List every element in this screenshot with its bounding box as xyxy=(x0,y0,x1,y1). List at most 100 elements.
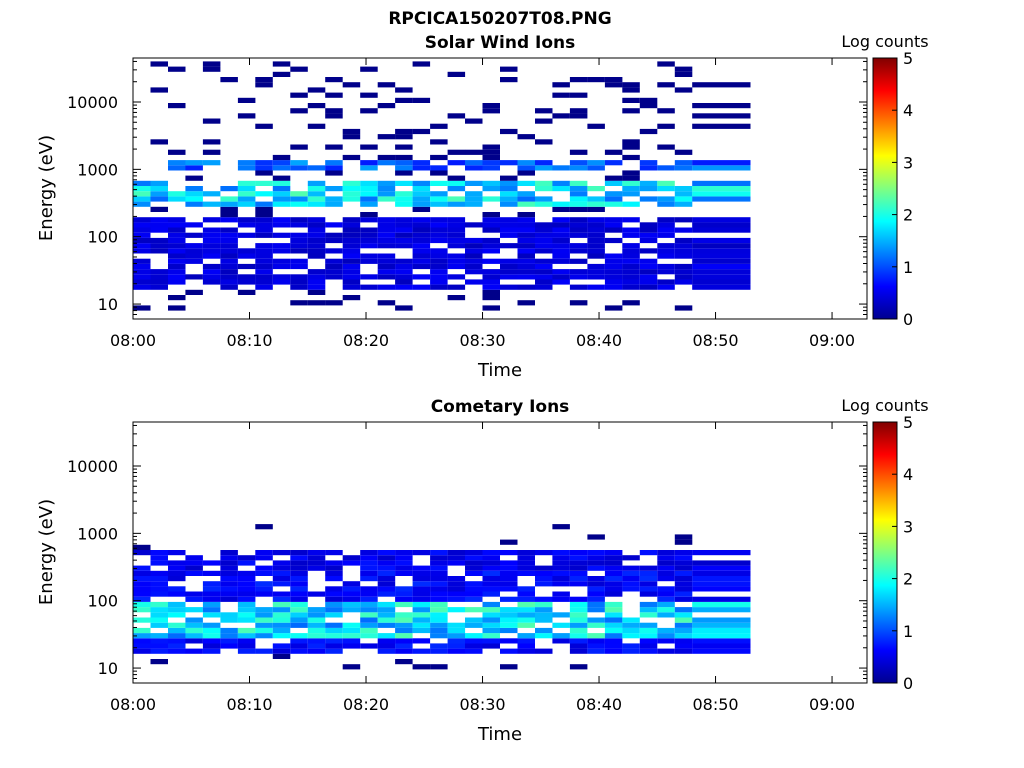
heatmap-cell xyxy=(535,201,553,207)
heatmap-cell xyxy=(395,601,413,608)
heatmap-cell xyxy=(255,232,273,238)
heatmap-cell xyxy=(342,295,361,301)
heatmap-cell xyxy=(325,222,343,228)
heatmap-cell xyxy=(622,279,640,285)
heatmap-cell xyxy=(342,82,361,88)
heatmap-cell xyxy=(325,201,343,207)
heatmap-cell xyxy=(569,607,588,613)
heatmap-cell xyxy=(552,253,570,259)
heatmap-cell xyxy=(692,180,751,186)
heatmap-cell xyxy=(307,617,326,623)
x-tick-label: 08:40 xyxy=(576,695,622,714)
heatmap-cell xyxy=(290,66,308,72)
heatmap-cell xyxy=(377,160,396,166)
heatmap-cell xyxy=(622,300,640,306)
heatmap-cell xyxy=(447,243,466,249)
heatmap-cell xyxy=(185,274,203,280)
heatmap-cell xyxy=(360,576,378,582)
heatmap-cell xyxy=(692,607,751,613)
heatmap-cell xyxy=(237,648,256,654)
heatmap-cell xyxy=(360,570,378,576)
heatmap-cell xyxy=(342,217,361,223)
heatmap-cell xyxy=(569,201,588,207)
heatmap-cell xyxy=(587,648,605,654)
heatmap-cell xyxy=(133,258,151,264)
heatmap-cell xyxy=(290,248,308,254)
heatmap-cell xyxy=(150,617,168,623)
heatmap-cell xyxy=(604,191,623,197)
heatmap-cell xyxy=(360,591,378,597)
heatmap-cell xyxy=(377,617,396,623)
heatmap-cell xyxy=(552,222,570,228)
heatmap-cell xyxy=(395,165,413,171)
heatmap-cell xyxy=(587,586,605,592)
heatmap-cell xyxy=(272,191,291,197)
heatmap-cell xyxy=(202,612,221,618)
heatmap-cell xyxy=(237,191,256,197)
heatmap-cell xyxy=(395,97,413,103)
heatmap-cell xyxy=(272,601,291,608)
heatmap-cell xyxy=(395,633,413,639)
heatmap-cell xyxy=(535,617,553,623)
x-tick-label: 08:20 xyxy=(343,695,389,714)
heatmap-cell xyxy=(622,258,640,264)
heatmap-cell xyxy=(430,279,448,285)
heatmap-cell xyxy=(412,206,431,212)
heatmap-cell xyxy=(133,227,151,233)
heatmap-cell xyxy=(237,570,256,576)
heatmap-cell xyxy=(272,248,291,254)
heatmap-cell xyxy=(360,627,378,634)
heatmap-cell xyxy=(535,180,553,186)
heatmap-cell xyxy=(569,269,588,275)
colorbar-tick-label: 4 xyxy=(903,465,913,484)
heatmap-cell xyxy=(307,103,326,109)
heatmap-cell xyxy=(587,196,605,202)
heatmap-cell xyxy=(639,576,658,582)
heatmap-cell xyxy=(342,633,361,639)
heatmap-cell xyxy=(657,243,675,249)
heatmap-cell xyxy=(133,180,151,186)
heatmap-cell xyxy=(272,560,291,566)
heatmap-cell xyxy=(674,643,693,649)
heatmap-cell xyxy=(430,591,448,597)
heatmap-cell xyxy=(360,243,378,249)
heatmap-cell xyxy=(447,581,466,587)
heatmap-cell xyxy=(569,581,588,587)
heatmap-cell xyxy=(604,550,623,556)
heatmap-cell xyxy=(657,596,675,602)
heatmap-cell xyxy=(587,248,605,254)
heatmap-cell xyxy=(639,258,658,264)
heatmap-cell xyxy=(639,237,658,244)
heatmap-cell xyxy=(622,217,640,223)
heatmap-cell xyxy=(150,607,168,613)
heatmap-cell xyxy=(412,648,431,654)
heatmap-cell xyxy=(692,196,751,202)
heatmap-cell xyxy=(290,263,308,270)
heatmap-cell xyxy=(552,113,570,119)
heatmap-cell xyxy=(569,92,588,98)
heatmap-cell xyxy=(587,622,605,628)
heatmap-cell xyxy=(290,601,308,608)
heatmap-cell xyxy=(237,612,256,618)
heatmap-cell xyxy=(552,92,570,98)
heatmap-cell xyxy=(150,206,168,212)
heatmap-cell xyxy=(482,237,500,244)
heatmap-cell xyxy=(342,269,361,275)
heatmap-cell xyxy=(255,591,273,597)
heatmap-cell xyxy=(395,237,413,244)
heatmap-cell xyxy=(500,617,518,623)
heatmap-cell xyxy=(133,196,151,202)
heatmap-cell xyxy=(604,82,623,88)
heatmap-cell xyxy=(342,191,361,197)
heatmap-cell xyxy=(220,227,238,233)
heatmap-cell xyxy=(552,591,570,597)
heatmap-cell xyxy=(622,201,640,207)
heatmap-cell xyxy=(168,269,186,275)
heatmap-cell xyxy=(395,612,413,618)
heatmap-cell xyxy=(657,633,675,639)
heatmap-cell xyxy=(639,269,658,275)
heatmap-cell xyxy=(482,581,500,587)
heatmap-cell xyxy=(290,243,308,249)
heatmap-cell xyxy=(185,570,203,576)
heatmap-cell xyxy=(412,591,431,597)
